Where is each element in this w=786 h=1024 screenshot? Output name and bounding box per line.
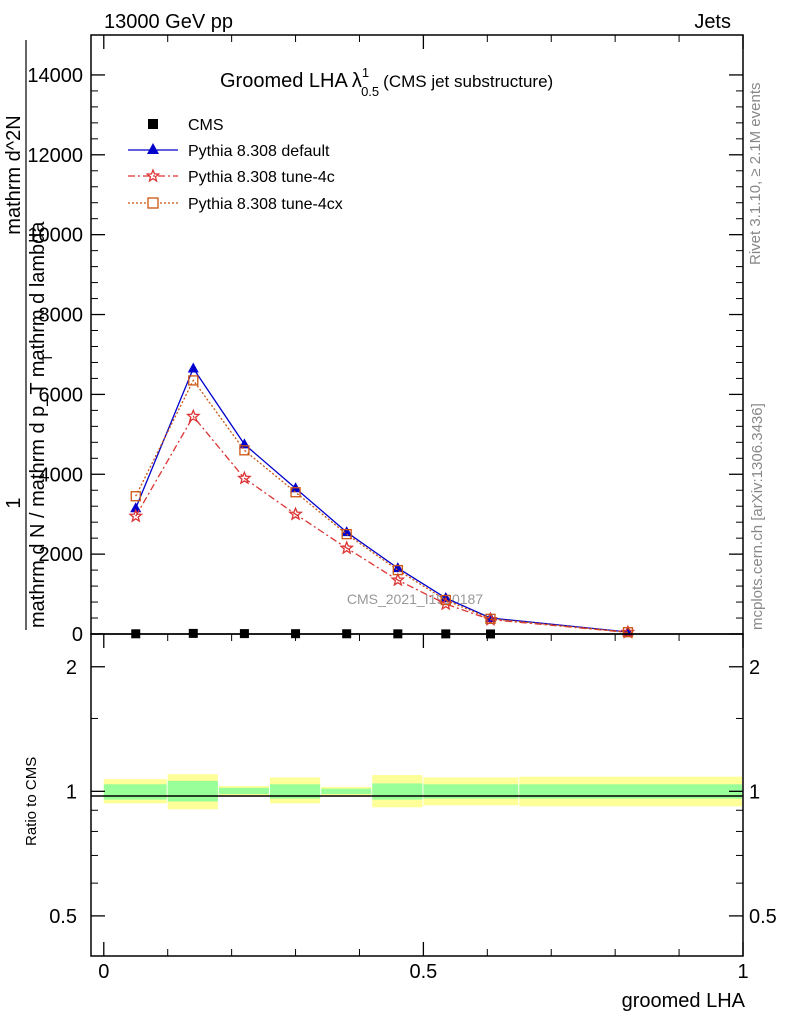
tune4cx-data-point (188, 375, 199, 386)
default-data-point (392, 562, 404, 573)
plot-title-main: Groomed LHA (220, 70, 348, 92)
main-y-tick-label: 8000 (39, 305, 84, 327)
ratio-y-tick-label-right: 1 (749, 781, 760, 803)
ratio-y-tick-label: 0.5 (49, 906, 77, 928)
tune4c-data-point (237, 470, 252, 485)
tune4cx-data-point (341, 529, 352, 540)
tune4cx-data-point (485, 613, 496, 624)
ratio-y-ticks: 0.5 0.5 1 1 2 2 (49, 657, 777, 928)
legend-tune4c-marker (145, 168, 161, 183)
main-y-ticks: 0 2000 4000 6000 8000 10000 12000 14000 (27, 65, 743, 646)
legend-tune4c-label: Pythia 8.308 tune-4c (188, 169, 335, 186)
legend-default-label: Pythia 8.308 default (188, 143, 330, 160)
main-y-tick-label: 10000 (27, 225, 83, 247)
ratio-y-label: Ratio to CMS (23, 757, 40, 846)
main-y-tick-label: 2000 (39, 544, 84, 566)
tune4cx-data-point (440, 594, 451, 606)
watermark: CMS_2021_I1920187 (347, 591, 483, 607)
default-data-point (341, 526, 353, 537)
plot-title: Groomed LHA λ1 0.5 (CMS jet substructure) (220, 65, 553, 99)
ratio-y-tick-label-right: 0.5 (749, 906, 777, 928)
tune4cx-data-point (290, 487, 301, 498)
tune4c-data-point (185, 408, 201, 423)
y-label-top: mathrm d^2N (3, 115, 25, 234)
mcplots-label: mcplots.cern.ch [arXiv:1306.3436] (749, 403, 766, 630)
tune4c-data-point (390, 572, 406, 587)
tune4cx-data-point (392, 564, 403, 576)
main-y-tick-label: 14000 (27, 65, 83, 87)
ratio-y-tick-label-right: 2 (749, 657, 760, 679)
ratio-y-tick-label: 2 (66, 657, 77, 679)
y-label-numerator: 1 (3, 497, 25, 508)
header-right: Jets (694, 11, 731, 33)
ratio-bands (103, 774, 742, 810)
tune4c-data-point (339, 540, 355, 555)
legend-cms-marker (148, 119, 158, 129)
x-tick-label: 0.5 (409, 961, 437, 983)
ratio-frame (90, 633, 744, 957)
series-line (135, 379, 628, 633)
ratio-inner-band (167, 780, 218, 802)
y-label-denominator: mathrm d N / mathrm d p_T mathrm d lambd… (27, 221, 49, 628)
x-axis-label: groomed LHA (622, 990, 746, 1012)
ratio-inner-band (218, 787, 269, 795)
plot-title-sub: 0.5 (361, 84, 379, 99)
legend-cms-label: CMS (188, 117, 224, 134)
tune4c-data-point (128, 508, 144, 523)
ratio-inner-band (519, 784, 742, 799)
ratio-inner-band (321, 788, 372, 795)
main-y-tick-label: 12000 (27, 145, 83, 167)
ratio-inner-band (269, 784, 321, 799)
x-tick-label: 0 (98, 961, 109, 983)
legend: CMS Pythia 8.308 default Pythia 8.308 tu… (128, 117, 343, 213)
y-label-sub: T (39, 353, 55, 362)
plot-title-symbol: λ (352, 70, 362, 92)
tune4cx-data-point (622, 627, 634, 638)
x-tick-label: 1 (737, 961, 748, 983)
legend-default-marker (147, 143, 159, 154)
rivet-label: Rivet 3.1.10, ≥ 2.1M events (747, 83, 764, 266)
ratio-y-tick-label: 1 (66, 781, 77, 803)
series-line (135, 415, 628, 634)
x-ticks: 0 0.5 1 (98, 35, 749, 983)
ratio-inner-band (103, 784, 167, 800)
ratio-inner-band (423, 784, 519, 799)
legend-tune4cx-marker (147, 197, 159, 209)
ratio-inner-band (372, 783, 423, 800)
plot-title-note: (CMS jet substructure) (383, 72, 553, 91)
tune4cx-data-point (130, 491, 141, 502)
main-y-tick-label: 0 (72, 624, 83, 646)
default-data-point (130, 502, 142, 513)
main-y-tick-label: 4000 (39, 464, 84, 486)
tune4c-data-point (288, 506, 304, 521)
plot-title-sup: 1 (362, 65, 369, 80)
legend-tune4cx-label: Pythia 8.308 tune-4cx (188, 196, 343, 213)
default-data-point (187, 362, 199, 373)
tune4cx-data-point (239, 445, 250, 456)
header-left: 13000 GeV pp (104, 11, 233, 33)
main-y-tick-label: 6000 (39, 384, 84, 406)
main-y-label: 1 mathrm d N / mathrm d p_T mathrm d lam… (3, 40, 55, 630)
